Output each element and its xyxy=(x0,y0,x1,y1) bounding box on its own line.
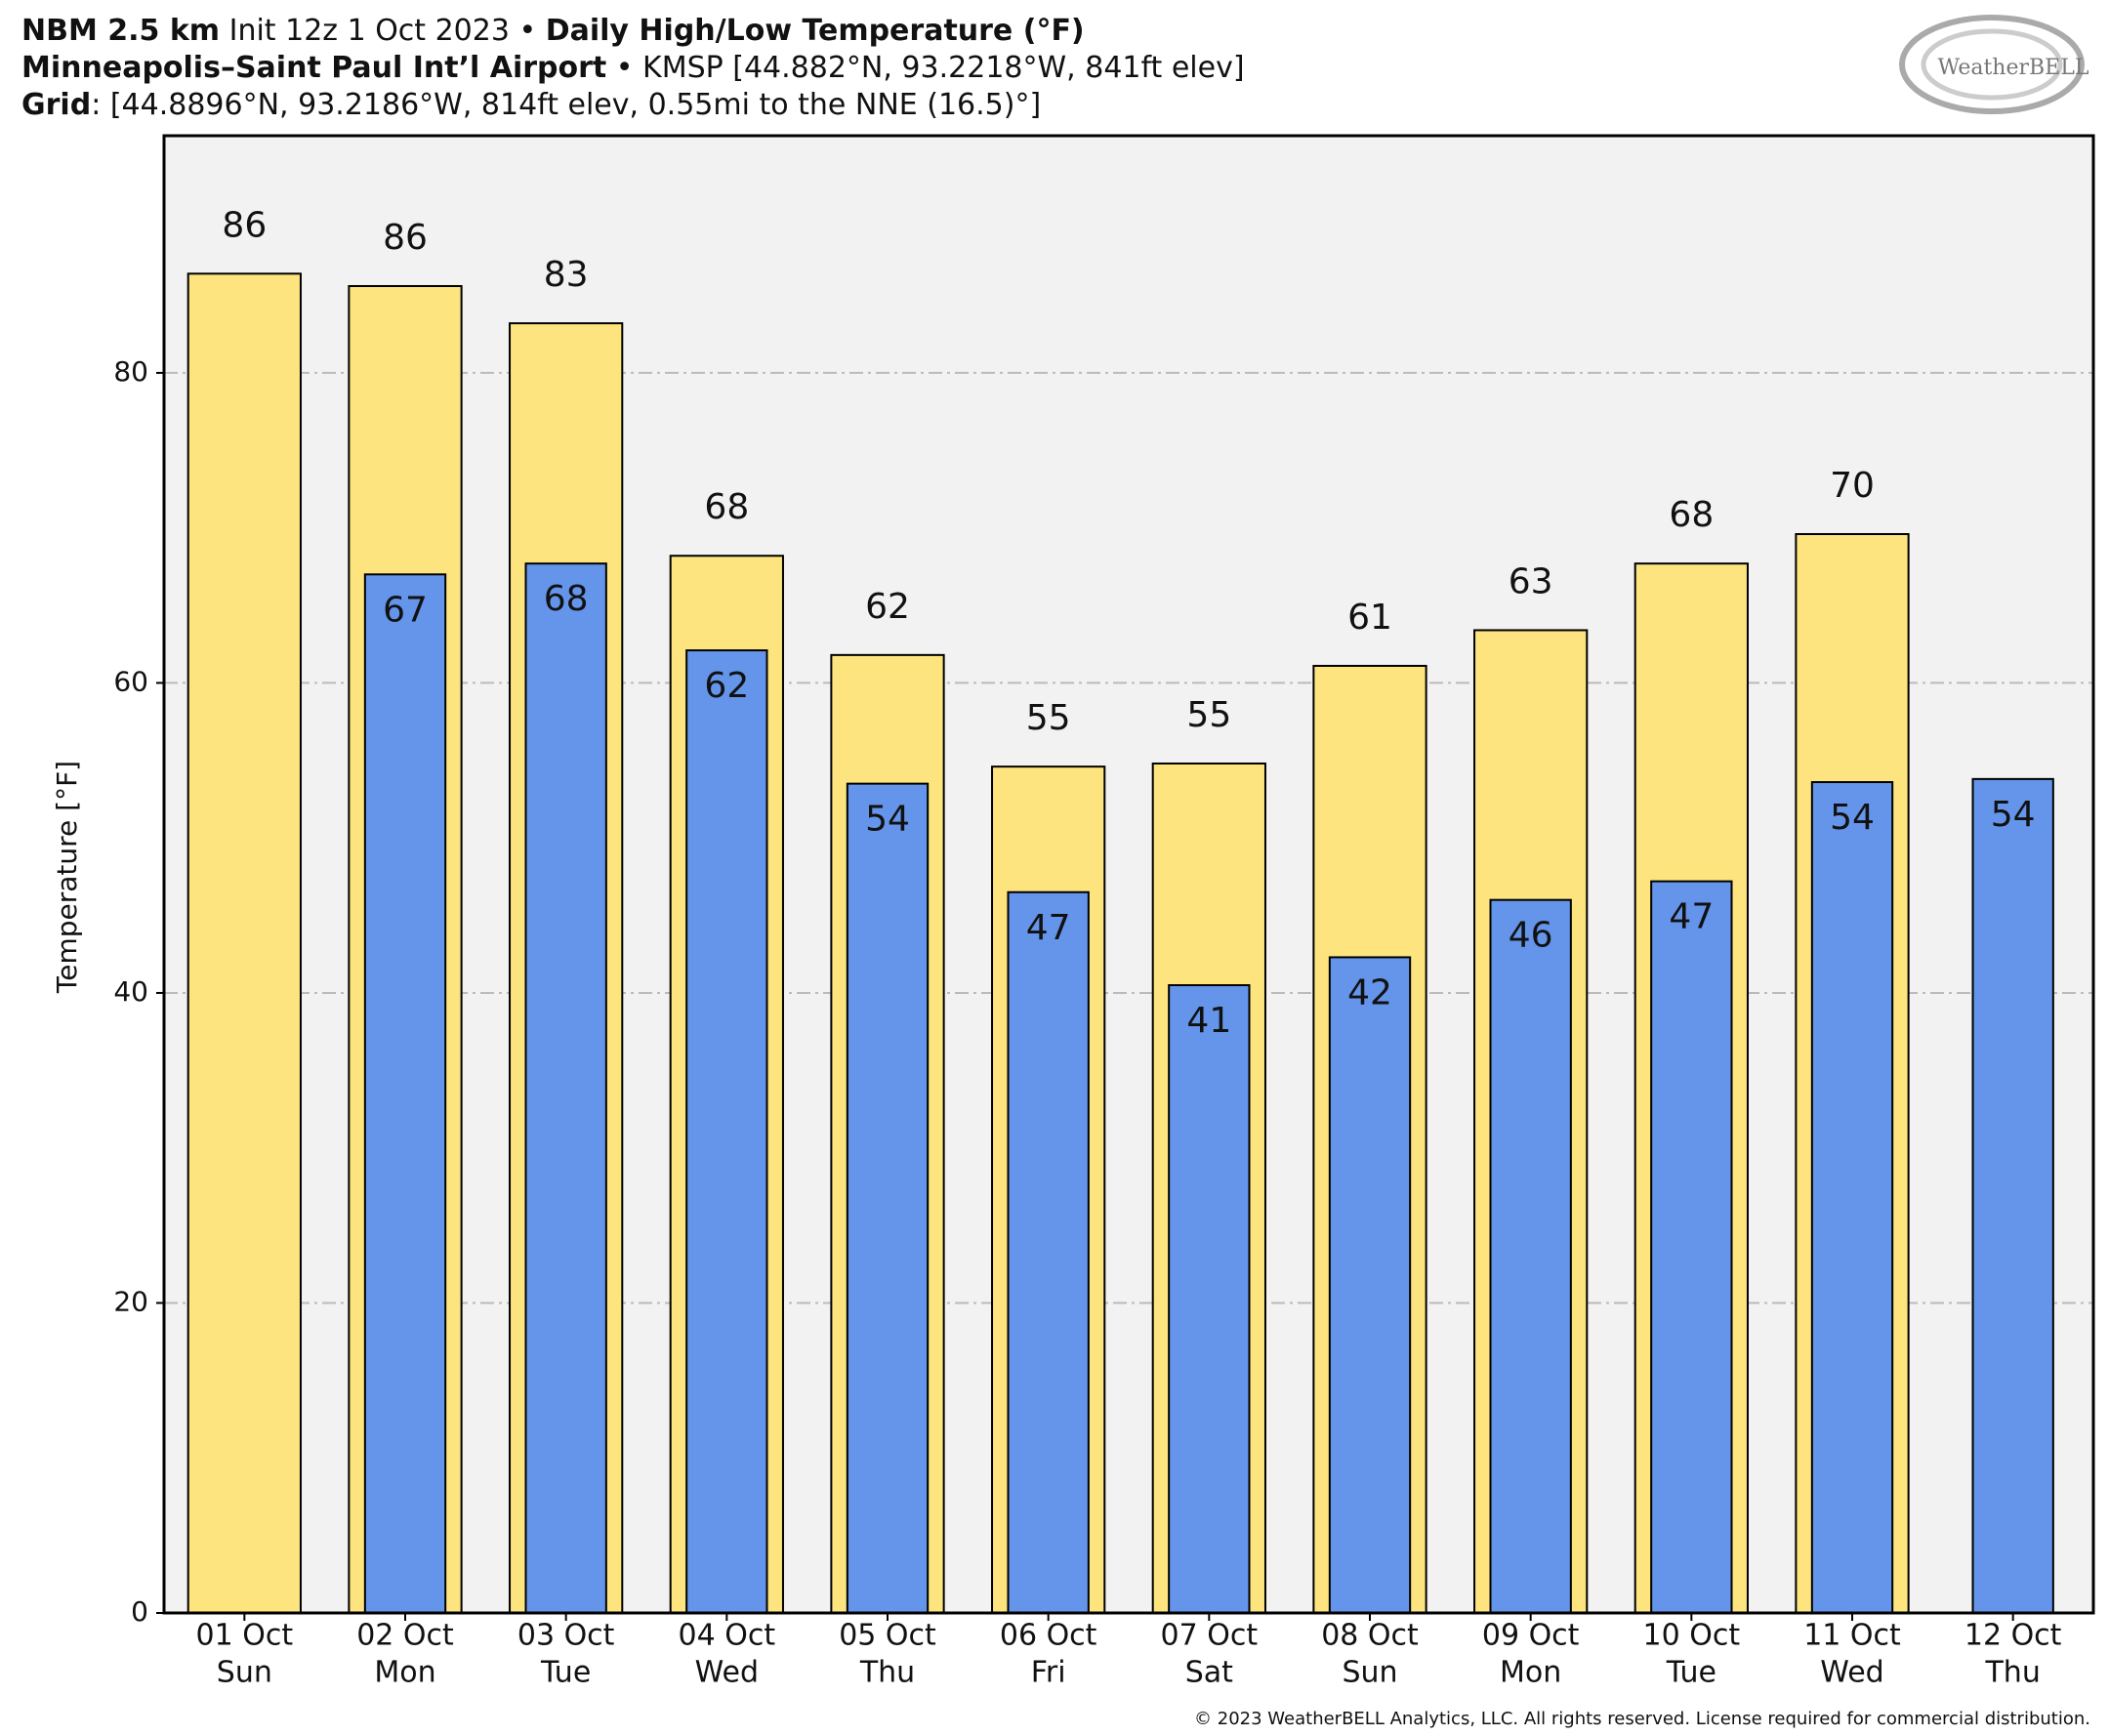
value-label: 41 xyxy=(1186,1001,1231,1041)
value-label: 86 xyxy=(383,218,428,258)
value-label: 54 xyxy=(1830,798,1875,838)
bar xyxy=(363,573,447,1614)
x-tick-sublabel: Sun xyxy=(1342,1656,1397,1690)
value-label: 42 xyxy=(1347,972,1392,1013)
grid-label: Grid xyxy=(21,88,91,122)
x-tick-label: 06 Oct xyxy=(1000,1619,1097,1653)
bar xyxy=(1650,880,1733,1614)
bar xyxy=(1168,984,1251,1614)
x-tick-label: 10 Oct xyxy=(1643,1619,1741,1653)
x-tick-label: 03 Oct xyxy=(517,1619,615,1653)
value-label: 61 xyxy=(1347,598,1392,638)
x-tick-sublabel: Fri xyxy=(1031,1656,1066,1690)
value-label: 46 xyxy=(1509,916,1553,956)
logo-swirl xyxy=(1921,28,2063,101)
value-label: 55 xyxy=(1186,695,1231,735)
x-tick-label: 04 Oct xyxy=(679,1619,776,1653)
plot-area xyxy=(164,136,2093,1613)
plot-frame xyxy=(162,134,2095,1615)
x-tick-sublabel: Wed xyxy=(695,1656,759,1690)
x-tick-sublabel: Wed xyxy=(1820,1656,1883,1690)
x-tick-label: 07 Oct xyxy=(1161,1619,1259,1653)
x-tick-sublabel: Tue xyxy=(1666,1656,1716,1690)
x-tick-sublabel: Tue xyxy=(540,1656,591,1690)
product: Daily High/Low Temperature (°F) xyxy=(546,14,1085,48)
title-line: NBM 2.5 km Init 12z 1 Oct 2023 • Daily H… xyxy=(21,14,1085,48)
value-label: 63 xyxy=(1509,561,1553,601)
value-label: 86 xyxy=(222,205,267,245)
value-label: 62 xyxy=(865,587,910,627)
y-tick-label: 0 xyxy=(131,1595,148,1628)
x-tick-sublabel: Mon xyxy=(374,1656,435,1690)
bar xyxy=(524,562,607,1614)
x-tick-sublabel: Sat xyxy=(1185,1656,1233,1690)
value-label: 83 xyxy=(544,255,589,295)
y-tick-label: 40 xyxy=(113,975,148,1008)
grid-line-info: Grid: [44.8896°N, 93.2186°W, 814ft elev,… xyxy=(21,88,1041,122)
init: Init 12z 1 Oct 2023 • xyxy=(220,14,546,48)
x-tick-sublabel: Thu xyxy=(1984,1656,2040,1690)
x-tick-sublabel: Sun xyxy=(217,1656,272,1690)
plot: 86 86 83 68 62 55 55 61 63 68 70 67 68 62 54 47 41 42 46 47… xyxy=(164,205,2093,1615)
x-tick-label: 05 Oct xyxy=(839,1619,936,1653)
bar xyxy=(1810,781,1894,1614)
value-label: 47 xyxy=(1669,897,1714,937)
copyright: © 2023 WeatherBELL Analytics, LLC. All r… xyxy=(1194,1709,2090,1729)
grid-details: : [44.8896°N, 93.2186°W, 814ft elev, 0.5… xyxy=(91,88,1041,122)
x-tick-label: 11 Oct xyxy=(1803,1619,1901,1653)
logo: WeatherBELL xyxy=(1899,15,2089,114)
logo-swirl xyxy=(1899,15,2085,114)
x-tick-sublabel: Mon xyxy=(1500,1656,1561,1690)
x-tick-label: 12 Oct xyxy=(1964,1619,2062,1653)
bar xyxy=(1971,777,2054,1614)
station-name: Minneapolis–Saint Paul Int’l Airport xyxy=(21,51,606,85)
bar xyxy=(1007,890,1090,1614)
y-tick-label: 80 xyxy=(113,355,148,388)
value-label: 62 xyxy=(704,666,749,706)
x-tick-label: 09 Oct xyxy=(1482,1619,1580,1653)
model: NBM 2.5 km xyxy=(21,14,220,48)
x-tick-label: 02 Oct xyxy=(356,1619,454,1653)
x-tick-label: 01 Oct xyxy=(196,1619,294,1653)
bar xyxy=(186,272,302,1615)
bar xyxy=(1328,956,1412,1614)
bar xyxy=(846,782,930,1614)
value-label: 47 xyxy=(1026,908,1071,948)
value-label: 68 xyxy=(544,579,589,619)
value-label: 68 xyxy=(1669,495,1714,535)
bar xyxy=(685,649,768,1614)
value-label: 70 xyxy=(1830,466,1875,506)
value-label: 54 xyxy=(865,800,910,840)
station-details: • KMSP [44.882°N, 93.2218°W, 841ft elev] xyxy=(606,51,1244,85)
logo-text: WeatherBELL xyxy=(1938,56,2089,80)
x-tick-sublabel: Thu xyxy=(859,1656,915,1690)
value-label: 55 xyxy=(1026,698,1071,738)
y-axis-label: Temperature [°F] xyxy=(51,761,83,994)
value-label: 68 xyxy=(704,487,749,527)
value-label: 67 xyxy=(383,590,428,630)
y-tick-label: 60 xyxy=(113,665,148,697)
value-label: 54 xyxy=(1991,795,2036,835)
x-tick-label: 08 Oct xyxy=(1321,1619,1419,1653)
bar xyxy=(1489,898,1572,1614)
y-tick-label: 20 xyxy=(113,1285,148,1317)
station-line: Minneapolis–Saint Paul Int’l Airport • K… xyxy=(21,51,1245,85)
